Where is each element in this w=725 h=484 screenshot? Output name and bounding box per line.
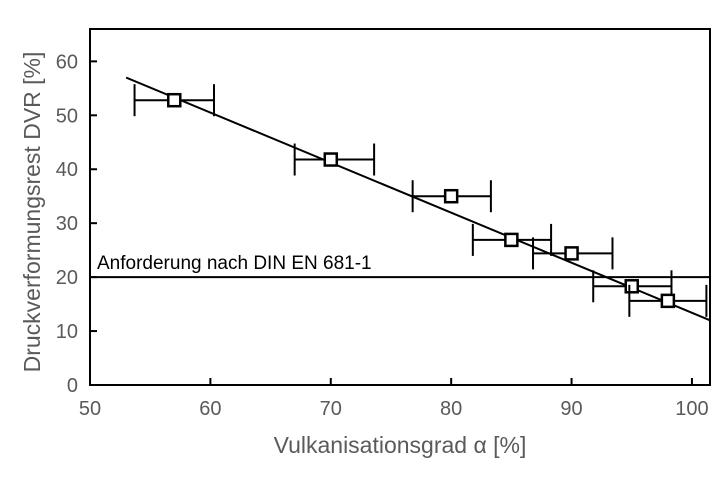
x-tick-label: 60 (199, 398, 221, 420)
y-tick-label: 30 (56, 213, 78, 235)
y-tick-label: 10 (56, 321, 78, 343)
y-tick-label: 40 (56, 159, 78, 181)
square-marker (564, 246, 579, 261)
data-point (293, 143, 376, 176)
axis-layer: 50 60 70 80 90 100 0 10 20 30 40 50 60 (56, 28, 711, 420)
data-point (411, 180, 492, 213)
square-marker (660, 293, 676, 309)
plot-layer (90, 76, 711, 322)
square-marker (443, 188, 459, 204)
square-marker (624, 279, 639, 294)
reference-line-label: Anforderung nach DIN EN 681-1 (97, 253, 372, 274)
data-point (592, 270, 673, 303)
y-tick-label: 0 (67, 375, 78, 397)
square-marker (504, 232, 519, 248)
y-tick-label: 20 (56, 267, 78, 289)
data-point (628, 284, 708, 317)
x-axis-title: Vulkanisationsgrad α [%] (274, 432, 527, 458)
fit-line (125, 76, 711, 322)
square-marker (323, 152, 339, 167)
x-tick-label: 100 (675, 398, 708, 420)
x-tick-label: 80 (440, 398, 462, 420)
x-tick-label: 90 (560, 398, 582, 420)
plot-frame (89, 28, 711, 386)
data-point (532, 237, 614, 270)
data-point (471, 223, 553, 256)
y-axis-title: Druckverformungsrest DVR [%] (19, 52, 45, 373)
x-tick-label: 50 (79, 398, 101, 420)
x-tick-label: 70 (320, 398, 342, 420)
square-marker (167, 92, 182, 108)
y-tick-label: 50 (56, 105, 78, 127)
data-point (133, 84, 215, 117)
y-tick-label: 60 (56, 51, 78, 73)
